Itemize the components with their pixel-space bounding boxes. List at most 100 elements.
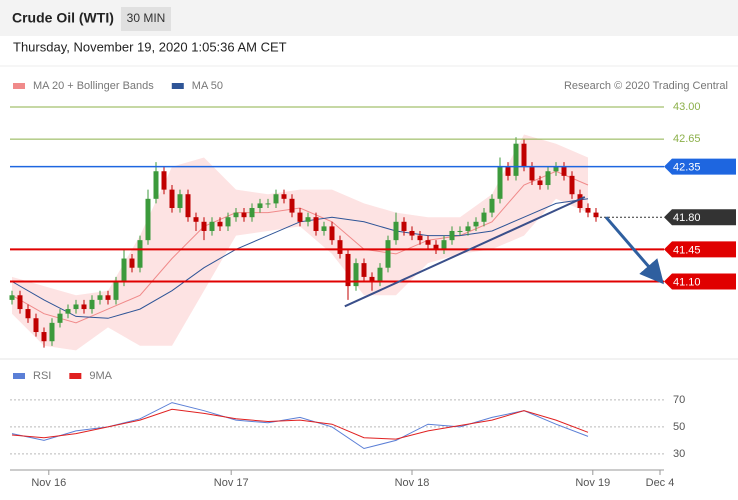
candle-body xyxy=(393,221,399,241)
candle-body xyxy=(225,217,231,227)
indicator-line xyxy=(11,402,589,450)
price-level-label: 42.35 xyxy=(673,162,701,174)
candle-body xyxy=(33,318,39,333)
candle-body xyxy=(65,309,71,314)
candle-body xyxy=(425,240,431,245)
y-tick-label: 70 xyxy=(673,394,685,406)
x-tick-label: Nov 19 xyxy=(575,477,610,489)
candle-body xyxy=(361,263,367,277)
y-tick-label: 30 xyxy=(673,448,685,460)
credit: Research © 2020 Trading Central xyxy=(564,80,728,92)
candle-body xyxy=(177,194,183,209)
candle-body xyxy=(369,276,375,282)
candle-body xyxy=(281,194,287,199)
candle-body xyxy=(481,212,487,222)
candle-body xyxy=(585,208,591,213)
candle-body xyxy=(265,203,271,205)
candle-body xyxy=(49,322,55,342)
legend-swatch xyxy=(13,373,25,379)
price-level-label: 41.10 xyxy=(673,276,701,288)
candle-body xyxy=(497,166,503,199)
candle-body xyxy=(577,194,583,209)
candle-body xyxy=(377,267,383,282)
timeframe-label: 30 MIN xyxy=(127,11,166,25)
indicator-line xyxy=(11,408,589,440)
candle-body xyxy=(217,221,223,227)
price-tag xyxy=(664,241,736,258)
candle-body xyxy=(545,171,551,186)
candle-body xyxy=(569,175,575,195)
candle-body xyxy=(433,244,439,250)
moving-average xyxy=(11,170,589,324)
candle-body xyxy=(505,166,511,176)
candle-body xyxy=(473,221,479,227)
candle-body xyxy=(249,208,255,218)
legend-label: MA 50 xyxy=(192,80,223,92)
candle-body xyxy=(57,313,63,323)
price-level-label: 41.45 xyxy=(673,244,701,256)
x-tick-label: Dec 4 xyxy=(646,477,675,489)
candle-body xyxy=(113,281,119,300)
price-level-label: 41.80 xyxy=(673,212,701,224)
candle-body xyxy=(25,309,31,319)
price-tag xyxy=(664,273,736,290)
candle-body xyxy=(465,226,471,231)
bollinger-band xyxy=(12,134,588,351)
candle-body xyxy=(449,230,455,241)
candle-body xyxy=(321,226,327,231)
candle-body xyxy=(185,194,191,218)
candle-body xyxy=(9,295,15,300)
candle-body xyxy=(41,332,47,342)
candle-body xyxy=(537,180,543,186)
candle-body xyxy=(89,299,95,310)
candle-body xyxy=(457,230,463,232)
candle-body xyxy=(313,217,319,231)
candle-body xyxy=(81,304,87,310)
candle-body xyxy=(209,221,215,231)
legend-label: RSI xyxy=(33,370,51,382)
legend-label: MA 20 + Bollinger Bands xyxy=(33,80,154,92)
candle-body xyxy=(169,189,175,209)
candle-body xyxy=(145,198,151,241)
candle-body xyxy=(241,212,247,218)
x-tick-label: Nov 16 xyxy=(31,477,66,489)
candle-body xyxy=(353,263,359,287)
candle-body xyxy=(409,230,415,236)
plot-area: 43.00 42.65 42.35 41.80 41.45 41.10 MA 20 + Bo… xyxy=(9,80,736,489)
x-tick-label: Nov 18 xyxy=(395,477,430,489)
legend-swatch xyxy=(69,373,82,379)
x-tick-label: Nov 17 xyxy=(214,477,249,489)
candle-body xyxy=(129,258,135,268)
candle-body xyxy=(121,258,127,282)
candle-body xyxy=(401,221,407,231)
candle-body xyxy=(193,217,199,222)
candle-body xyxy=(417,235,423,241)
candle-body xyxy=(257,203,263,209)
candle-body xyxy=(329,226,335,241)
y-tick-label: 50 xyxy=(673,421,685,433)
candle-body xyxy=(441,240,447,250)
legend-swatch xyxy=(171,83,184,89)
price-level-label: 43.00 xyxy=(673,101,701,113)
candle-body xyxy=(337,240,343,254)
legend-label: 9MA xyxy=(89,370,112,382)
candle-body xyxy=(201,221,207,231)
candle-body xyxy=(273,194,279,204)
candle-body xyxy=(553,166,559,172)
forecast-arrow xyxy=(604,216,664,285)
trend-line xyxy=(344,196,586,308)
candle-body xyxy=(137,240,143,268)
candle-body xyxy=(297,212,303,222)
candle-body xyxy=(289,198,295,213)
timestamp: Thursday, November 19, 2020 1:05:36 AM C… xyxy=(13,39,287,54)
price-tag xyxy=(664,209,736,226)
candle-body xyxy=(161,171,167,190)
candle-body xyxy=(17,295,23,310)
candle-body xyxy=(529,166,535,181)
candle-body xyxy=(73,304,79,310)
candle-body xyxy=(385,240,391,268)
price-level-label: 42.65 xyxy=(673,133,701,145)
candle-body xyxy=(521,143,527,167)
candle-body xyxy=(489,198,495,213)
